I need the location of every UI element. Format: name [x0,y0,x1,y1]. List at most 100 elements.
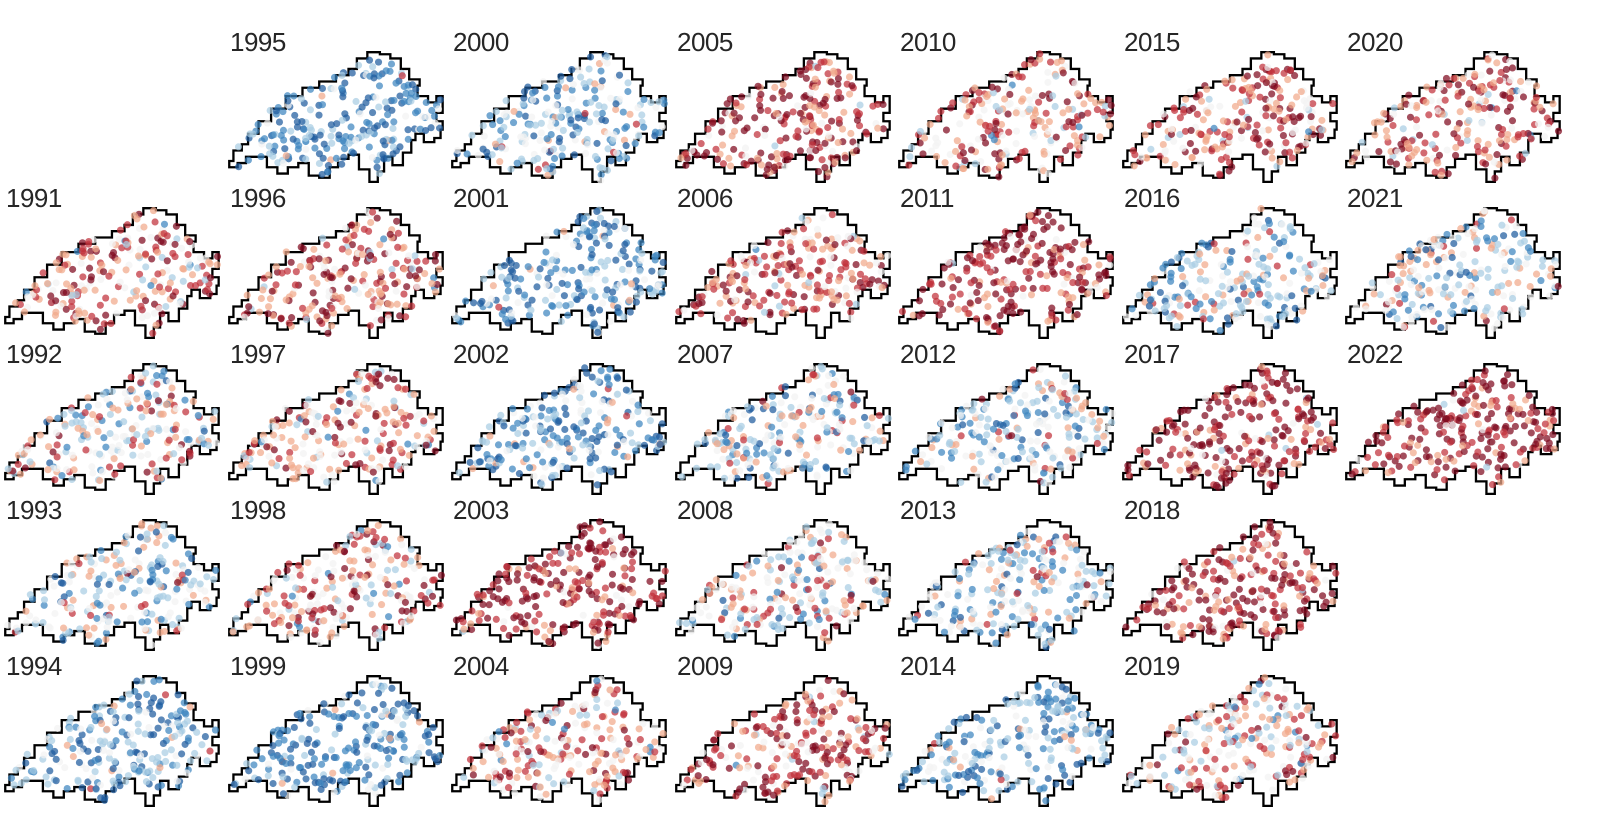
switzerland-map [1122,363,1338,496]
station-point [22,607,30,615]
station-point [1493,403,1501,411]
station-point [649,290,657,298]
station-point [1251,251,1259,259]
station-point [1107,101,1115,109]
station-point [833,296,841,304]
station-point [1093,434,1101,442]
station-point [1026,96,1034,104]
station-point [143,399,151,407]
station-point [1062,413,1070,421]
station-point [173,578,182,587]
station-point [638,249,646,257]
station-point [740,127,748,135]
station-point [538,481,546,489]
station-point [1307,113,1315,121]
station-point [314,412,322,420]
station-point [44,466,52,474]
station-point [143,468,151,476]
station-point [558,279,566,287]
station-point [838,125,847,133]
station-point [1427,458,1435,466]
station-point [1187,444,1195,453]
station-point [1420,149,1428,157]
station-point [989,425,998,433]
station-point [1497,443,1505,451]
station-point [1219,117,1227,125]
station-point [1229,384,1237,392]
station-point [358,369,366,378]
station-point [205,603,213,611]
station-point [1101,102,1109,110]
station-point [330,73,339,81]
station-point [515,287,523,295]
station-point [1240,290,1248,298]
station-point [1484,90,1492,99]
station-point [1069,279,1077,287]
station-point [1454,81,1462,89]
station-point [298,117,306,126]
station-point [619,108,627,116]
station-point [541,146,549,154]
station-point [554,443,562,451]
station-point [798,270,806,278]
station-point [427,412,435,420]
station-point [65,578,73,586]
station-point [1167,130,1176,138]
station-point [377,425,385,434]
station-point [1411,459,1419,467]
station-point [934,114,943,122]
station-point [504,287,512,295]
station-point [830,67,838,75]
station-point [162,401,170,409]
station-point [1281,423,1289,431]
station-point [1484,445,1492,453]
station-point [49,286,57,295]
station-point [331,265,339,273]
station-point [514,419,522,427]
station-point [285,407,293,415]
station-point [813,471,821,479]
station-point [778,254,786,262]
station-point [1441,283,1449,291]
station-point [816,258,824,266]
station-point [591,293,599,301]
station-point [1210,306,1218,314]
station-point [1046,58,1055,66]
station-point [393,300,401,308]
station-point [809,121,817,129]
station-point [388,265,396,273]
station-point [835,277,843,285]
station-point [970,465,978,473]
station-point [1286,148,1294,156]
station-point [338,245,346,253]
station-point [1213,481,1221,489]
station-point [1516,77,1525,86]
station-point [171,253,179,261]
station-point [1075,445,1083,453]
station-point [530,156,538,165]
station-point [1191,461,1199,469]
station-point [272,281,280,289]
station-point [514,298,522,307]
station-point [996,312,1004,320]
station-point [1544,123,1552,131]
station-point [1416,435,1424,443]
station-point [347,418,355,426]
station-point [127,614,135,622]
station-point [1547,272,1555,280]
station-point [976,243,984,251]
country-outline [228,519,444,652]
station-point [1040,150,1048,158]
station-point [728,474,736,482]
station-point [940,264,948,272]
station-point [402,89,410,97]
station-point [338,574,346,582]
station-point [160,220,169,228]
station-point [876,427,884,435]
station-point [1159,141,1167,149]
station-point [697,140,705,148]
country-outline [1345,363,1561,496]
station-point [582,268,590,276]
station-point [723,100,731,108]
switzerland-map [228,51,444,184]
